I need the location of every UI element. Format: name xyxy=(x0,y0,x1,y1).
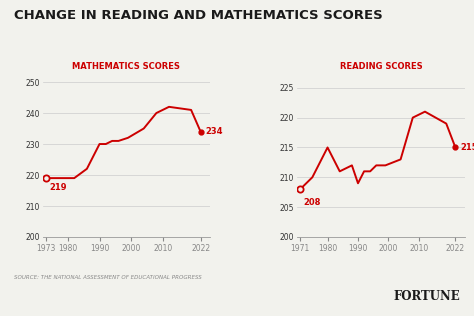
Text: 219: 219 xyxy=(49,183,66,192)
Title: READING SCORES: READING SCORES xyxy=(339,62,422,71)
Text: CHANGE IN READING AND MATHEMATICS SCORES: CHANGE IN READING AND MATHEMATICS SCORES xyxy=(14,9,383,22)
Text: FORTUNE: FORTUNE xyxy=(393,290,460,303)
Text: 234: 234 xyxy=(205,127,223,136)
Text: 215: 215 xyxy=(460,143,474,152)
Title: MATHEMATICS SCORES: MATHEMATICS SCORES xyxy=(73,62,180,71)
Text: 208: 208 xyxy=(303,198,320,207)
Text: SOURCE: THE NATIONAL ASSESSMENT OF EDUCATIONAL PROGRESS: SOURCE: THE NATIONAL ASSESSMENT OF EDUCA… xyxy=(14,275,202,280)
